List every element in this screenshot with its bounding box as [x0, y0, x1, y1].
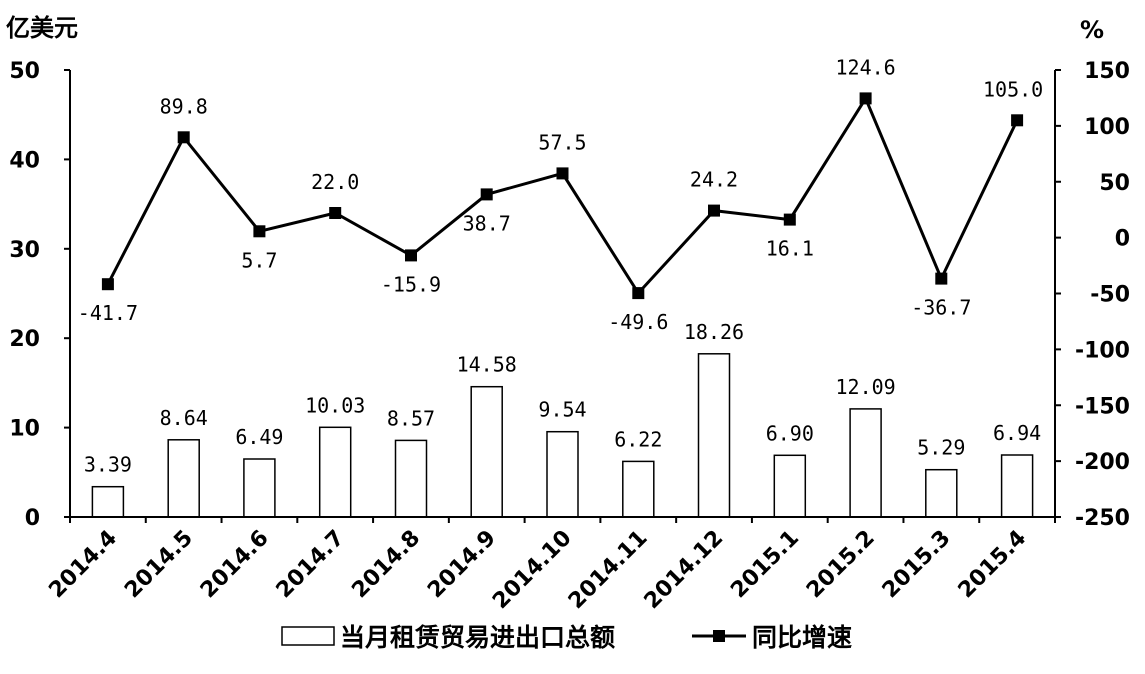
bar-data-label: 6.90	[766, 421, 814, 445]
bar	[243, 458, 276, 518]
legend: 当月租赁贸易进出口总额 同比增速	[281, 623, 852, 652]
x-tick-label: 2014.5	[120, 526, 198, 604]
right-tick-label: -250	[1075, 506, 1130, 531]
line-data-label: -15.9	[381, 272, 441, 296]
line-marker	[329, 207, 342, 219]
bar	[622, 460, 655, 518]
bar-data-label: 6.22	[614, 427, 662, 451]
labels-group: 3.39 8.64 6.49 10.03 8.57 14.58 9.54 6.22 18.26 6…	[78, 55, 1043, 476]
bar-data-label: 14.58	[457, 353, 517, 377]
bar-data-label: 3.39	[84, 453, 132, 477]
line-marker	[405, 249, 417, 262]
line-marker	[708, 204, 720, 217]
line-data-label: 16.1	[766, 237, 814, 261]
line-data-label: 124.6	[835, 55, 895, 79]
right-tick-label: 50	[1099, 171, 1130, 196]
bar	[773, 454, 807, 518]
line-data-label: 57.5	[538, 130, 586, 154]
bar	[91, 485, 125, 518]
right-axis-unit: %	[1080, 16, 1104, 44]
right-tick-label: 100	[1084, 115, 1130, 140]
left-tick-label: 50	[9, 59, 40, 84]
bar	[470, 385, 503, 518]
x-tick-label: 2015.4	[954, 526, 1032, 604]
right-tick-label: 150	[1084, 59, 1130, 84]
line-data-label: 38.7	[463, 211, 511, 235]
left-tick-label: 0	[25, 506, 40, 531]
right-tick-label: 0	[1115, 227, 1130, 252]
line-data-label: -41.7	[78, 301, 138, 325]
line-data-label: 105.0	[983, 77, 1043, 101]
left-axis-unit: 亿美元	[6, 14, 78, 42]
line-marker	[1011, 114, 1024, 127]
line-marker	[480, 188, 493, 201]
right-tick-label: -200	[1075, 450, 1130, 475]
line-data-label: -36.7	[911, 296, 971, 320]
right-tick-label: -150	[1075, 394, 1130, 419]
legend-bar-label: 当月租赁贸易进出口总额	[340, 623, 615, 652]
line-marker	[253, 225, 266, 238]
x-tick-label: 2015.3	[878, 526, 956, 604]
x-tick-label: 2014.7	[272, 526, 350, 604]
line-marker	[177, 131, 190, 144]
left-tick-label: 40	[9, 148, 40, 173]
bar-data-label: 5.29	[917, 436, 965, 460]
x-tick-label: 2014.6	[196, 526, 274, 604]
line-group	[101, 92, 1024, 300]
left-tick-label: 20	[9, 327, 40, 352]
bar	[697, 353, 731, 518]
line-data-label: 22.0	[311, 170, 359, 194]
line-data-label: -49.6	[608, 310, 668, 334]
x-tick-label: 2014.10	[488, 526, 577, 615]
line-marker	[783, 213, 796, 226]
x-tick-label: 2014.9	[423, 526, 501, 604]
line-data-label: 89.8	[160, 94, 208, 118]
x-tick-label: 2014.8	[347, 526, 425, 604]
x-tick-label: 2015.2	[802, 526, 880, 604]
bars-group	[91, 353, 1034, 518]
legend-line-marker	[713, 630, 725, 642]
right-tick-label: -100	[1075, 338, 1130, 363]
bar-data-label: 10.03	[305, 393, 365, 417]
bar-data-label: 18.26	[684, 320, 744, 344]
legend-line-label: 同比增速	[752, 623, 852, 652]
bar	[925, 468, 958, 518]
bar-data-label: 6.49	[235, 425, 283, 449]
legend-bar-swatch	[281, 626, 335, 646]
x-tick-label: 2014.11	[564, 526, 653, 615]
x-tick-label: 2014.12	[640, 526, 729, 615]
line-marker	[632, 287, 645, 300]
bar-data-label: 6.94	[993, 421, 1041, 445]
bar-data-label: 8.64	[160, 406, 208, 430]
bar-data-label: 8.57	[387, 406, 435, 430]
line-data-label: 5.7	[241, 248, 277, 272]
line-data-label: 24.2	[690, 168, 738, 192]
bar-data-label: 12.09	[835, 375, 895, 399]
bar	[394, 439, 428, 518]
x-tick-label: 2015.1	[726, 526, 804, 604]
bar	[546, 430, 579, 518]
right-tick-label: -50	[1090, 283, 1130, 308]
left-tick-label: 10	[9, 417, 40, 442]
line-marker	[101, 278, 114, 291]
bar	[849, 408, 882, 518]
line-marker	[556, 167, 569, 180]
bar-data-label: 9.54	[538, 398, 586, 422]
line-marker	[859, 92, 872, 105]
left-tick-label: 30	[9, 238, 40, 263]
bar	[318, 426, 352, 518]
x-tick-label: 2014.4	[44, 526, 122, 604]
line-marker	[935, 272, 948, 285]
bar	[1000, 454, 1034, 518]
bar	[167, 439, 200, 518]
